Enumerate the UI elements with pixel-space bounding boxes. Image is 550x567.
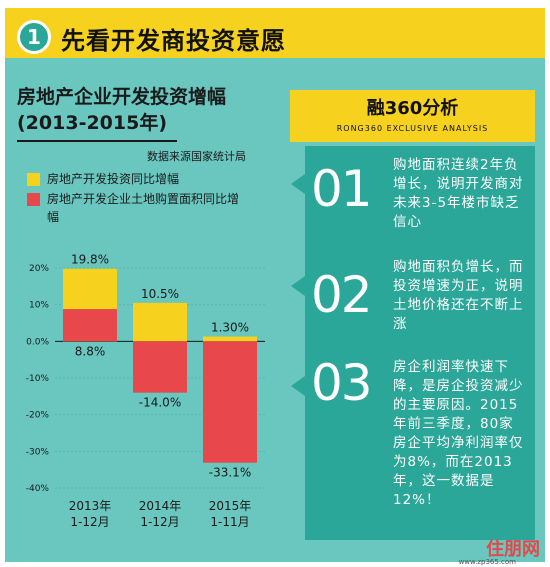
- chart-title: 房地产企业开发投资增幅 (2013-2015年): [17, 84, 226, 136]
- y-tick-label: -20%: [26, 411, 50, 421]
- legend-swatch-yellow: [27, 173, 40, 186]
- card-number: 03: [311, 354, 373, 412]
- card-number: 01: [311, 160, 373, 218]
- card-text: 房企利润率快速下降，是房企投资减少的主要原因。2015年前三季度，80家房企平均…: [393, 359, 524, 508]
- legend-label: 房地产开发投资同比增幅: [47, 172, 180, 186]
- title-underline: [17, 140, 177, 142]
- analysis-title: 融360分析: [366, 98, 459, 119]
- legend-swatch-red: [27, 193, 40, 206]
- analysis-header: 融360分析 RONG360 EXCLUSIVE ANALYSIS: [290, 90, 535, 142]
- data-label-land: -33.1%: [209, 466, 251, 480]
- analysis-card-1: 01 购地面积连续2年负增长，说明开发商对未来3-5年楼市缺乏信心: [291, 146, 535, 248]
- chart-title-line-2: (2013-2015年): [17, 112, 168, 134]
- x-category-label: 2014年: [139, 499, 182, 513]
- watermark-url: www.zp365.com: [458, 558, 516, 566]
- chart-title-line-1: 房地产企业开发投资增幅: [17, 86, 227, 108]
- analysis-subtitle: RONG360 EXCLUSIVE ANALYSIS: [336, 124, 489, 133]
- analysis-card-2: 02 购地面积负增长，而投资增速为正，说明土地价格还在不断上涨: [291, 248, 535, 350]
- section-number-badge: 1: [17, 20, 51, 54]
- bar-land: [63, 309, 117, 342]
- card-number: 02: [311, 266, 373, 324]
- header-band: 1 先看开发商投资意愿: [5, 8, 545, 58]
- bar-investment: [203, 336, 257, 342]
- bar-chart: 20% 10% 0.0% -10% -20% -30% -40% 19.8% 8.8% 2013年…: [26, 253, 265, 529]
- card-text: 购地面积连续2年负增长，说明开发商对未来3-5年楼市缺乏信心: [393, 157, 524, 230]
- main-panel: 房地产企业开发投资增幅 (2013-2015年) 数据来源国家统计局 房地产开发…: [5, 58, 545, 562]
- page-title: 先看开发商投资意愿: [61, 27, 286, 55]
- data-label-land: -14.0%: [139, 396, 181, 410]
- data-label-land: 8.8%: [75, 344, 106, 358]
- y-tick-label: -10%: [26, 374, 50, 384]
- card-text: 购地面积负增长，而投资增速为正，说明土地价格还在不断上涨: [393, 259, 524, 332]
- bar-land: [203, 341, 257, 463]
- x-category-label: 1-12月: [140, 515, 179, 529]
- x-category-label: 1-12月: [70, 515, 109, 529]
- bar-land: [133, 341, 187, 393]
- x-category-label: 2015年: [209, 499, 252, 513]
- data-label-investment: 1.30%: [211, 321, 249, 335]
- data-source-note: 数据来源国家统计局: [147, 150, 246, 163]
- legend-item-investment: 房地产开发投资同比增幅: [27, 170, 247, 188]
- x-category-label: 1-11月: [210, 515, 249, 529]
- bar-investment: [133, 302, 187, 342]
- y-tick-label: -30%: [26, 447, 50, 457]
- chart-legend: 房地产开发投资同比增幅 房地产开发企业土地购置面积同比增幅: [27, 170, 247, 228]
- y-tick-label: 0.0%: [26, 337, 49, 347]
- y-tick-label: 20%: [29, 264, 49, 274]
- y-tick-label: -40%: [26, 484, 50, 494]
- legend-item-land: 房地产开发企业土地购置面积同比增幅: [27, 190, 247, 226]
- y-tick-label: 10%: [29, 301, 49, 311]
- watermark-logo: 住朋网: [486, 539, 540, 560]
- x-category-label: 2013年: [69, 499, 112, 513]
- legend-label: 房地产开发企业土地购置面积同比增幅: [47, 192, 240, 224]
- data-label-investment: 10.5%: [141, 287, 179, 301]
- analysis-card-3: 03 房企利润率快速下降，是房企投资减少的主要原因。2015年前三季度，80家房…: [291, 348, 535, 540]
- data-label-investment: 19.8%: [71, 253, 109, 267]
